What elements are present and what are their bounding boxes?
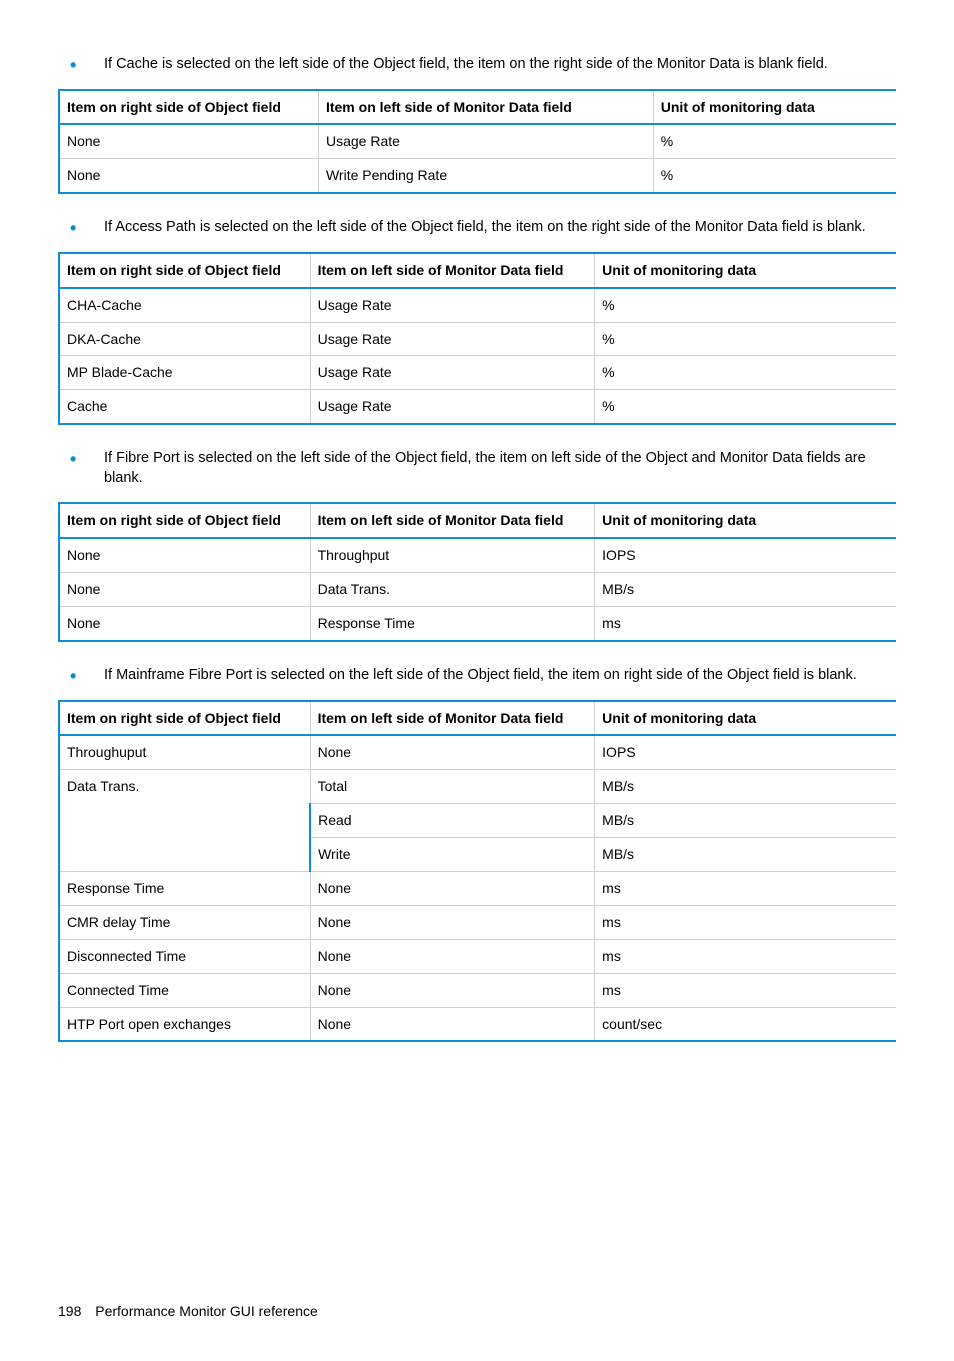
cell: MB/s — [595, 838, 896, 872]
cell: CHA-Cache — [59, 288, 310, 322]
table-row: Data Trans. Total MB/s — [59, 770, 896, 804]
cell: ms — [595, 973, 896, 1007]
col-header-3: Unit of monitoring data — [595, 701, 896, 736]
cell: Response Time — [310, 607, 595, 641]
cell: % — [595, 356, 896, 390]
col-header-2: Item on left side of Monitor Data field — [318, 90, 653, 125]
col-header-2: Item on left side of Monitor Data field — [310, 253, 595, 288]
cell: Response Time — [59, 871, 310, 905]
table-row: None Data Trans. MB/s — [59, 573, 896, 607]
table-row: MP Blade-Cache Usage Rate % — [59, 356, 896, 390]
cell: MB/s — [595, 573, 896, 607]
cell: None — [310, 973, 595, 1007]
table-row: None Response Time ms — [59, 607, 896, 641]
col-header-1: Item on right side of Object field — [59, 503, 310, 538]
cell: None — [310, 871, 595, 905]
bullet-access-path: If Access Path is selected on the left s… — [58, 218, 896, 238]
cell: Data Trans. — [310, 573, 595, 607]
col-header-3: Unit of monitoring data — [595, 253, 896, 288]
cell: Total — [310, 770, 595, 804]
cell: Usage Rate — [310, 288, 595, 322]
cell: Connected Time — [59, 973, 310, 1007]
table-row: Throughuput None IOPS — [59, 735, 896, 769]
cell: % — [653, 124, 896, 158]
cell: ms — [595, 607, 896, 641]
cell: ms — [595, 905, 896, 939]
cell: HTP Port open exchanges — [59, 1007, 310, 1041]
table-row: Disconnected Time None ms — [59, 939, 896, 973]
cell: MB/s — [595, 804, 896, 838]
cell: DKA-Cache — [59, 322, 310, 356]
col-header-2: Item on left side of Monitor Data field — [310, 503, 595, 538]
cell: None — [310, 905, 595, 939]
cell: MB/s — [595, 770, 896, 804]
footer-title: Performance Monitor GUI reference — [95, 1303, 318, 1319]
cell: Usage Rate — [318, 124, 653, 158]
cell: count/sec — [595, 1007, 896, 1041]
cell: None — [59, 573, 310, 607]
cell: Disconnected Time — [59, 939, 310, 973]
table-cache: Item on right side of Object field Item … — [58, 89, 896, 195]
table-row: Response Time None ms — [59, 871, 896, 905]
bullet-fibre-port: If Fibre Port is selected on the left si… — [58, 449, 896, 488]
cell: Throughuput — [59, 735, 310, 769]
table-row: Cache Usage Rate % — [59, 390, 896, 424]
cell: % — [595, 322, 896, 356]
table-row: None Write Pending Rate % — [59, 159, 896, 193]
cell: Data Trans. — [59, 770, 310, 872]
col-header-1: Item on right side of Object field — [59, 90, 318, 125]
col-header-2: Item on left side of Monitor Data field — [310, 701, 595, 736]
col-header-3: Unit of monitoring data — [653, 90, 896, 125]
cell: Write Pending Rate — [318, 159, 653, 193]
table-row: None Throughput IOPS — [59, 538, 896, 572]
cell: None — [310, 1007, 595, 1041]
table-row: None Usage Rate % — [59, 124, 896, 158]
cell: Throughput — [310, 538, 595, 572]
col-header-3: Unit of monitoring data — [595, 503, 896, 538]
table-row: DKA-Cache Usage Rate % — [59, 322, 896, 356]
cell: MP Blade-Cache — [59, 356, 310, 390]
cell: Usage Rate — [310, 390, 595, 424]
table-row: HTP Port open exchanges None count/sec — [59, 1007, 896, 1041]
cell: IOPS — [595, 538, 896, 572]
cell: Write — [310, 838, 595, 872]
cell: None — [310, 735, 595, 769]
table-header-row: Item on right side of Object field Item … — [59, 503, 896, 538]
cell: None — [59, 538, 310, 572]
cell: ms — [595, 871, 896, 905]
col-header-1: Item on right side of Object field — [59, 701, 310, 736]
cell: None — [310, 939, 595, 973]
cell: Read — [310, 804, 595, 838]
cell: % — [595, 390, 896, 424]
col-header-1: Item on right side of Object field — [59, 253, 310, 288]
table-fibre-port: Item on right side of Object field Item … — [58, 502, 896, 642]
cell: % — [595, 288, 896, 322]
table-row: CHA-Cache Usage Rate % — [59, 288, 896, 322]
cell: ms — [595, 939, 896, 973]
cell: % — [653, 159, 896, 193]
page-footer: 198 Performance Monitor GUI reference — [58, 1302, 896, 1321]
table-mainframe-fibre-port: Item on right side of Object field Item … — [58, 700, 896, 1043]
cell: Usage Rate — [310, 356, 595, 390]
table-row: Connected Time None ms — [59, 973, 896, 1007]
bullet-cache: If Cache is selected on the left side of… — [58, 55, 896, 75]
cell: CMR delay Time — [59, 905, 310, 939]
cell: None — [59, 124, 318, 158]
page-number: 198 — [58, 1302, 81, 1321]
cell: None — [59, 159, 318, 193]
cell: None — [59, 607, 310, 641]
cell: IOPS — [595, 735, 896, 769]
table-header-row: Item on right side of Object field Item … — [59, 90, 896, 125]
cell: Cache — [59, 390, 310, 424]
table-row: CMR delay Time None ms — [59, 905, 896, 939]
table-header-row: Item on right side of Object field Item … — [59, 253, 896, 288]
table-access-path: Item on right side of Object field Item … — [58, 252, 896, 425]
cell: Usage Rate — [310, 322, 595, 356]
bullet-mainframe-fibre-port: If Mainframe Fibre Port is selected on t… — [58, 666, 896, 686]
table-header-row: Item on right side of Object field Item … — [59, 701, 896, 736]
